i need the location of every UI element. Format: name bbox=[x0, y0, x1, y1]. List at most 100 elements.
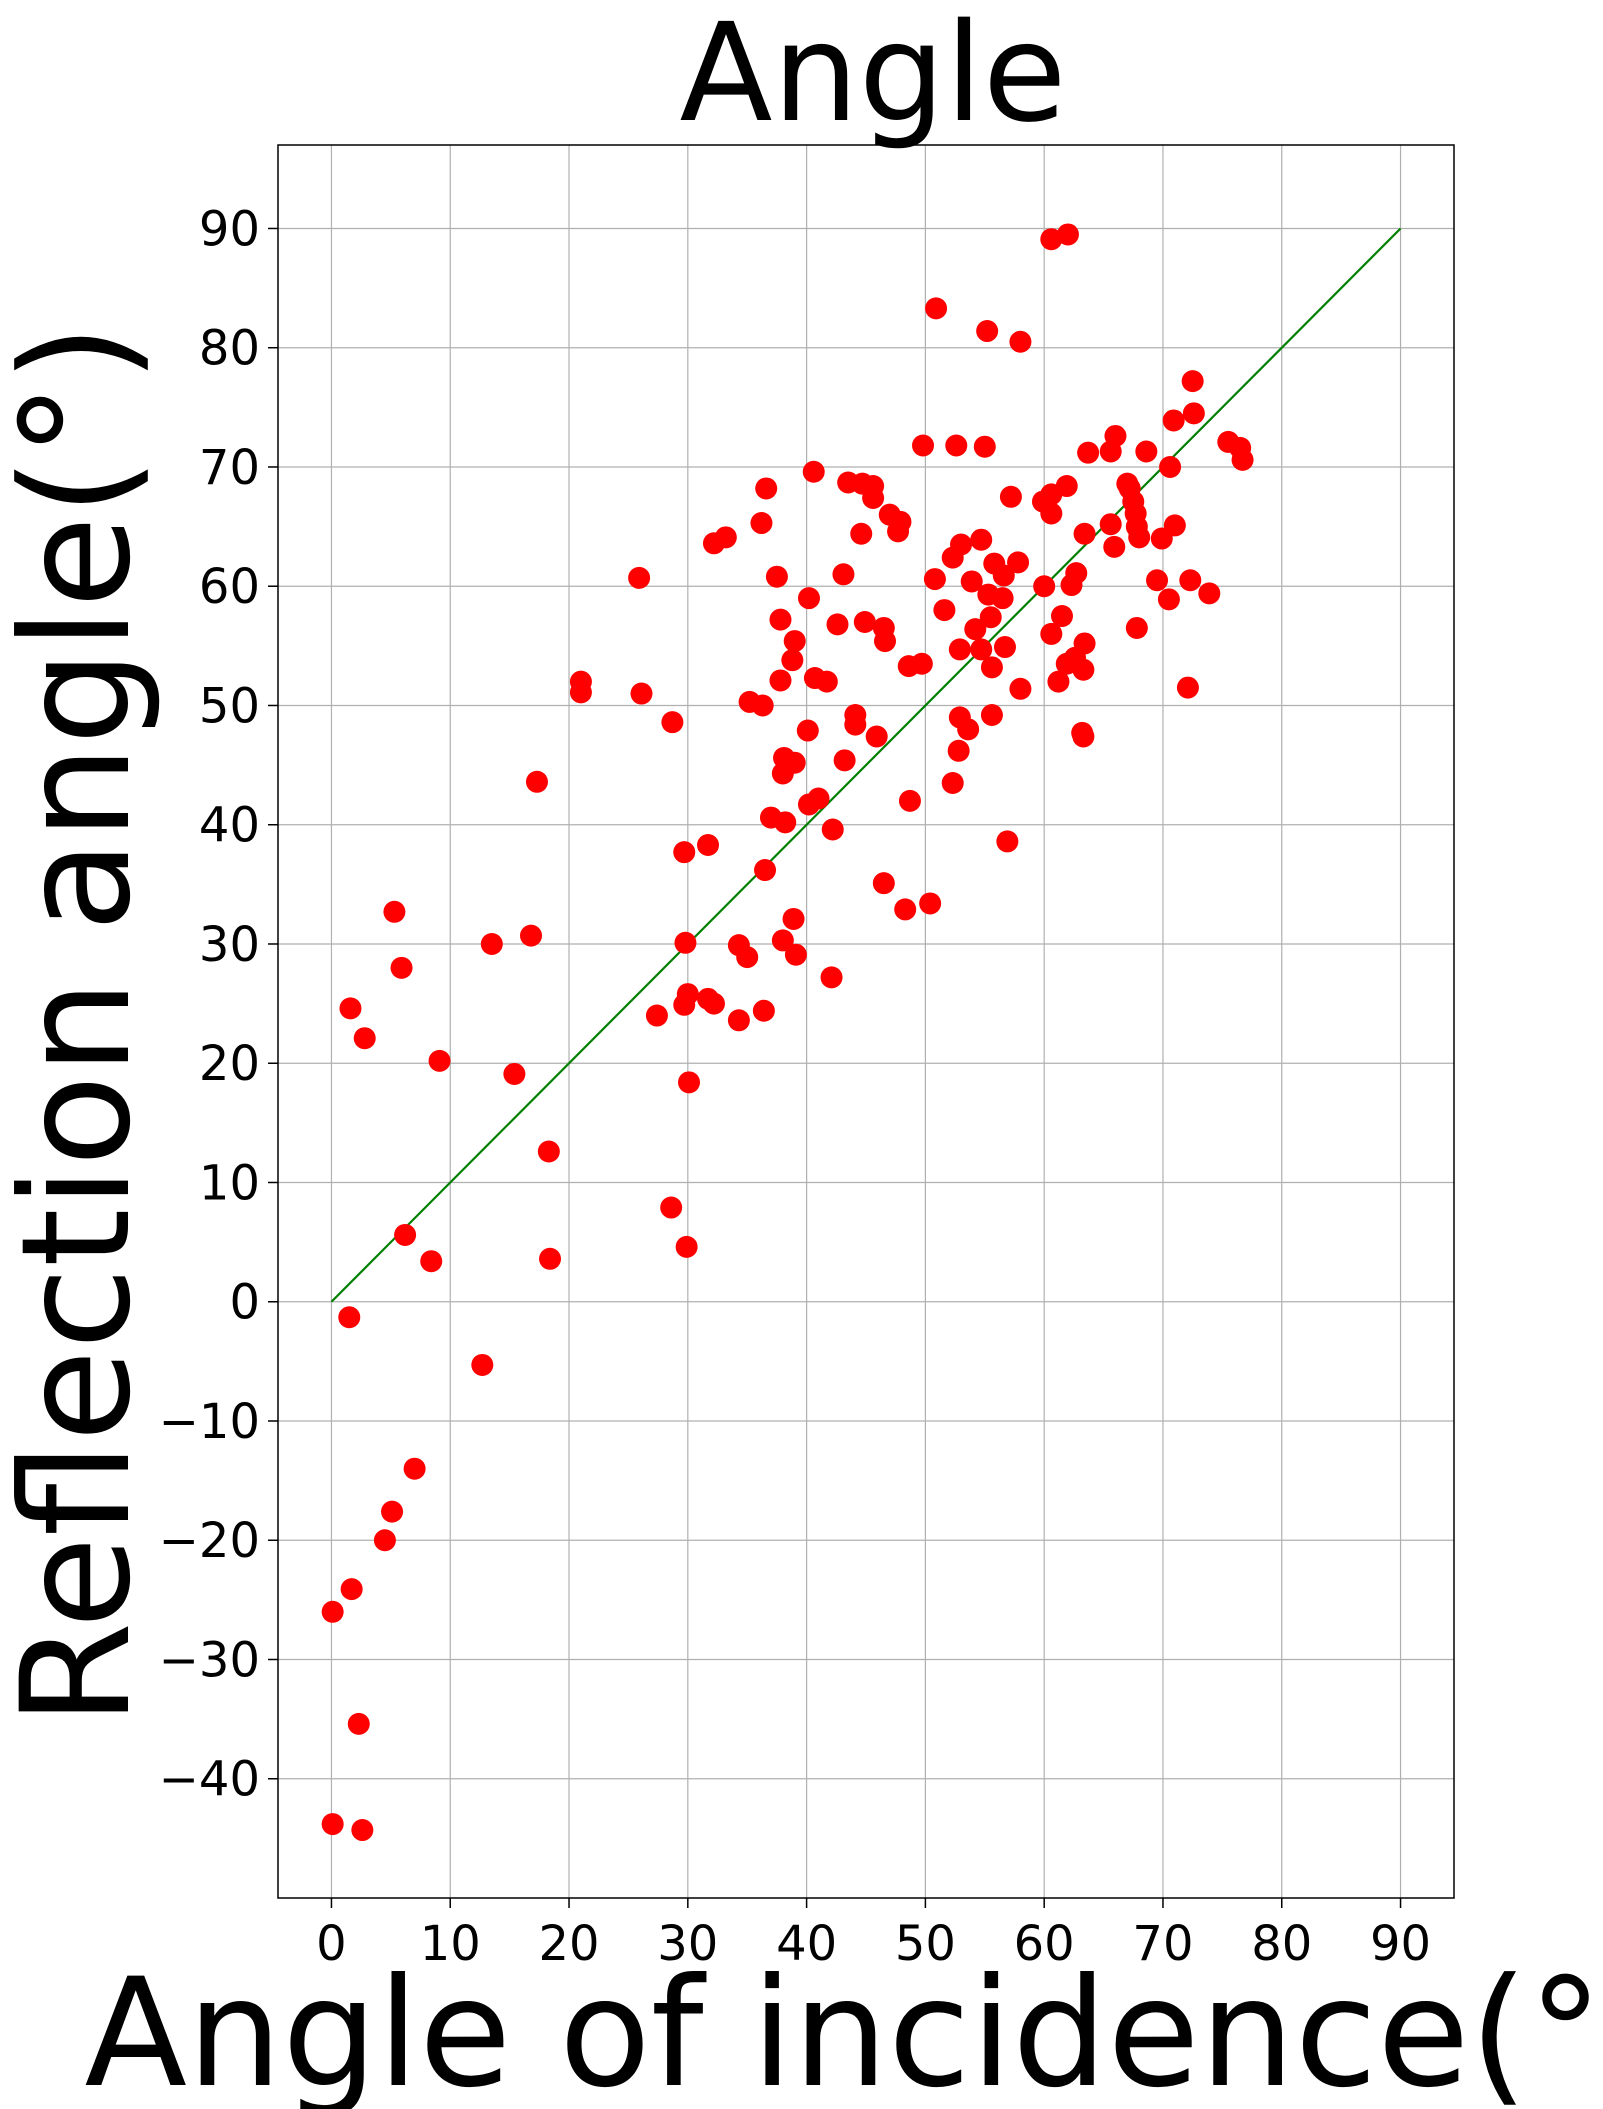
y-tick-label: 90 bbox=[199, 201, 260, 257]
x-tick-label: 10 bbox=[420, 1916, 481, 1972]
data-point bbox=[1009, 677, 1032, 700]
data-point bbox=[390, 956, 413, 979]
data-point bbox=[821, 818, 844, 841]
data-point bbox=[539, 1247, 562, 1270]
data-point bbox=[752, 999, 775, 1022]
data-point bbox=[520, 924, 543, 947]
data-point bbox=[923, 568, 946, 591]
data-point bbox=[420, 1250, 443, 1273]
data-point bbox=[979, 606, 1002, 629]
data-point bbox=[1182, 402, 1205, 425]
data-point bbox=[1073, 632, 1096, 655]
y-ticks: −40 −30 −20 −10 0 10 20 30 40 50 60 70 80 90 bbox=[159, 201, 278, 1808]
data-points bbox=[321, 223, 1254, 1842]
data-point bbox=[428, 1049, 451, 1072]
data-point bbox=[628, 566, 651, 589]
y-tick-label: −10 bbox=[159, 1394, 260, 1450]
data-point bbox=[960, 570, 983, 593]
data-point bbox=[1099, 513, 1122, 536]
data-point bbox=[1072, 725, 1095, 748]
data-point bbox=[480, 932, 503, 955]
data-point bbox=[784, 943, 807, 966]
data-point bbox=[1125, 616, 1148, 639]
data-point bbox=[1040, 228, 1063, 251]
data-point bbox=[769, 608, 792, 631]
data-point bbox=[1073, 522, 1096, 545]
data-point bbox=[673, 841, 696, 864]
data-point bbox=[471, 1353, 494, 1376]
data-point bbox=[1040, 622, 1063, 645]
y-tick-label: 60 bbox=[199, 559, 260, 615]
data-point bbox=[782, 907, 805, 930]
data-point bbox=[910, 652, 933, 675]
data-point bbox=[1077, 441, 1100, 464]
data-point bbox=[353, 1027, 376, 1050]
data-point bbox=[321, 1813, 344, 1836]
data-point bbox=[1116, 472, 1139, 495]
data-point bbox=[774, 811, 797, 834]
data-point bbox=[727, 1009, 750, 1032]
data-point bbox=[1157, 588, 1180, 611]
data-point bbox=[339, 997, 362, 1020]
data-point bbox=[933, 599, 956, 622]
data-point bbox=[1146, 569, 1169, 592]
data-point bbox=[676, 983, 699, 1006]
y-tick-label: 20 bbox=[199, 1036, 260, 1092]
data-point bbox=[394, 1223, 417, 1246]
data-point bbox=[1072, 658, 1095, 681]
data-point bbox=[714, 526, 737, 549]
data-point bbox=[925, 297, 948, 320]
x-ticks: 0 10 20 30 40 50 60 70 80 90 bbox=[316, 1898, 1431, 1972]
data-point bbox=[802, 460, 825, 483]
data-point bbox=[1159, 455, 1182, 478]
x-tick-label: 40 bbox=[776, 1916, 837, 1972]
data-point bbox=[630, 682, 653, 705]
x-tick-label: 50 bbox=[895, 1916, 956, 1972]
data-point bbox=[783, 751, 806, 774]
data-point bbox=[403, 1457, 426, 1480]
data-point bbox=[996, 830, 1019, 853]
data-point bbox=[865, 725, 888, 748]
data-point bbox=[862, 486, 885, 509]
y-tick-label: 70 bbox=[199, 440, 260, 496]
data-point bbox=[1007, 551, 1030, 574]
y-tick-label: −30 bbox=[159, 1632, 260, 1688]
data-point bbox=[826, 613, 849, 636]
data-point bbox=[1055, 475, 1078, 498]
data-point bbox=[796, 719, 819, 742]
data-point bbox=[321, 1600, 344, 1623]
data-point bbox=[1033, 575, 1056, 598]
data-point bbox=[970, 528, 993, 551]
data-point bbox=[781, 649, 804, 672]
reference-line bbox=[330, 227, 1402, 1303]
chart-title: Angle bbox=[679, 0, 1066, 153]
data-point bbox=[1162, 409, 1185, 432]
data-point bbox=[977, 583, 1000, 606]
data-point bbox=[381, 1500, 404, 1523]
data-point bbox=[697, 834, 720, 857]
data-point bbox=[783, 630, 806, 653]
data-point bbox=[1009, 330, 1032, 353]
data-point bbox=[754, 859, 777, 882]
data-point bbox=[950, 533, 973, 556]
x-tick-label: 80 bbox=[1251, 1916, 1312, 1972]
data-point bbox=[383, 900, 406, 923]
data-point bbox=[872, 872, 895, 895]
data-point bbox=[340, 1578, 363, 1601]
data-point bbox=[1150, 527, 1173, 550]
x-tick-label: 30 bbox=[657, 1916, 718, 1972]
data-point bbox=[674, 931, 697, 954]
data-point bbox=[874, 630, 897, 653]
data-point bbox=[941, 771, 964, 794]
x-tick-label: 70 bbox=[1132, 1916, 1193, 1972]
data-point bbox=[351, 1819, 374, 1842]
data-point bbox=[947, 739, 970, 762]
data-point bbox=[660, 1196, 683, 1219]
y-tick-label: −40 bbox=[159, 1752, 260, 1808]
data-point bbox=[675, 1235, 698, 1258]
data-point bbox=[853, 611, 876, 634]
data-point bbox=[833, 749, 856, 772]
x-tick-label: 20 bbox=[538, 1916, 599, 1972]
gridlines bbox=[278, 145, 1454, 1898]
data-point bbox=[661, 711, 684, 734]
